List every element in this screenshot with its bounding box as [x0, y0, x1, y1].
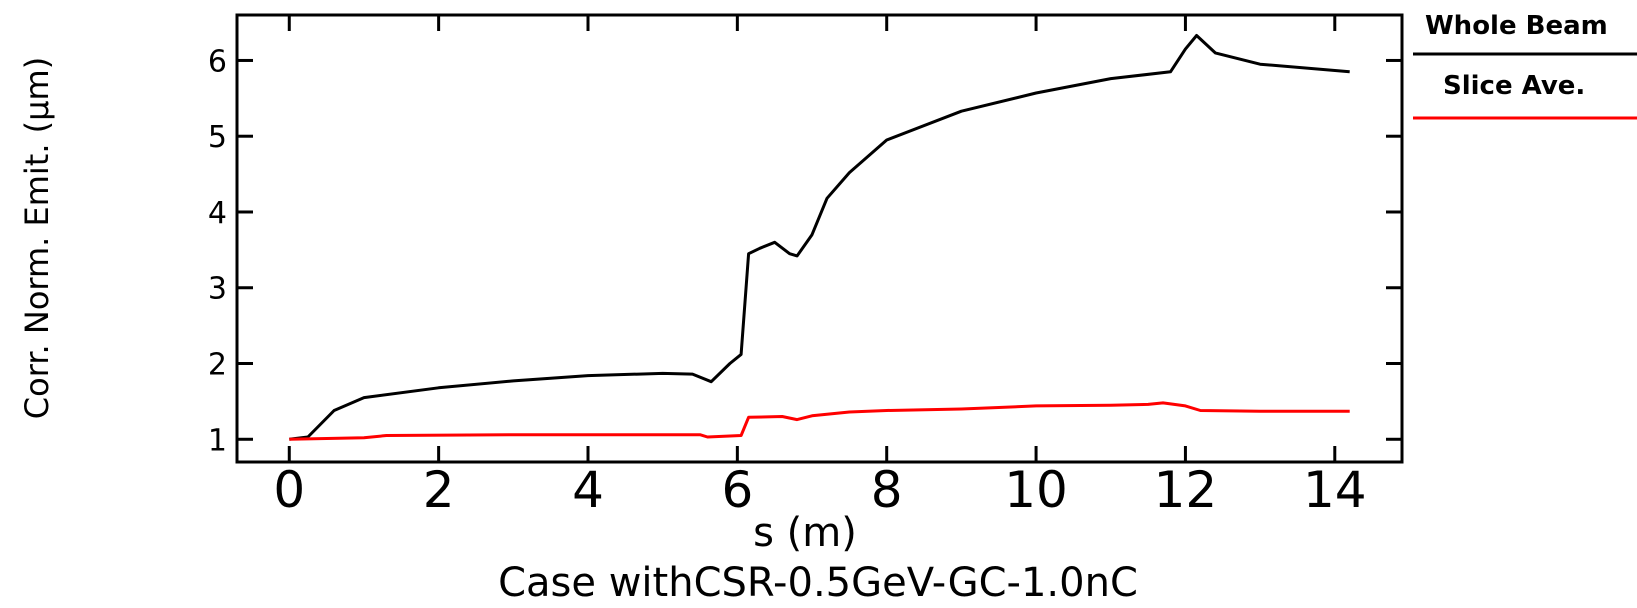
y-tick-label: 1	[208, 423, 227, 458]
x-tick-label: 14	[1303, 461, 1367, 519]
legend-label-slice-ave: Slice Ave.	[1443, 71, 1585, 101]
x-tick-label: 12	[1154, 461, 1218, 519]
y-tick-label: 4	[208, 196, 227, 231]
x-tick-label: 10	[1004, 461, 1068, 519]
y-tick-label: 5	[208, 120, 227, 155]
chart-title: Case withCSR-0.5GeV-GC-1.0nC	[498, 560, 1138, 606]
series-line-whole-beam	[289, 34, 1350, 441]
series-line-slice-ave	[289, 401, 1350, 441]
x-tick-label: 0	[273, 461, 305, 519]
legend-label-whole-beam: Whole Beam	[1425, 11, 1608, 41]
x-tick-label: 8	[871, 461, 903, 519]
x-axis-ticks: 0 2 4 6 8 10 12 14	[273, 15, 1367, 519]
x-tick-label: 2	[423, 461, 455, 519]
y-axis-ticks: 1 2 3 4 5 6	[208, 44, 1402, 458]
y-axis-label: Corr. Norm. Emit. (μm)	[18, 57, 56, 419]
plot-frame	[235, 13, 1404, 464]
x-tick-label: 4	[572, 461, 604, 519]
x-axis-label: s (m)	[753, 510, 857, 556]
series-layer	[289, 34, 1350, 441]
plot-border	[235, 13, 1404, 464]
y-tick-label: 6	[208, 44, 227, 79]
x-tick-label: 6	[721, 461, 753, 519]
y-tick-label: 3	[208, 272, 227, 307]
legend: Whole Beam Slice Ave.	[1413, 11, 1637, 120]
y-tick-label: 2	[208, 348, 227, 383]
